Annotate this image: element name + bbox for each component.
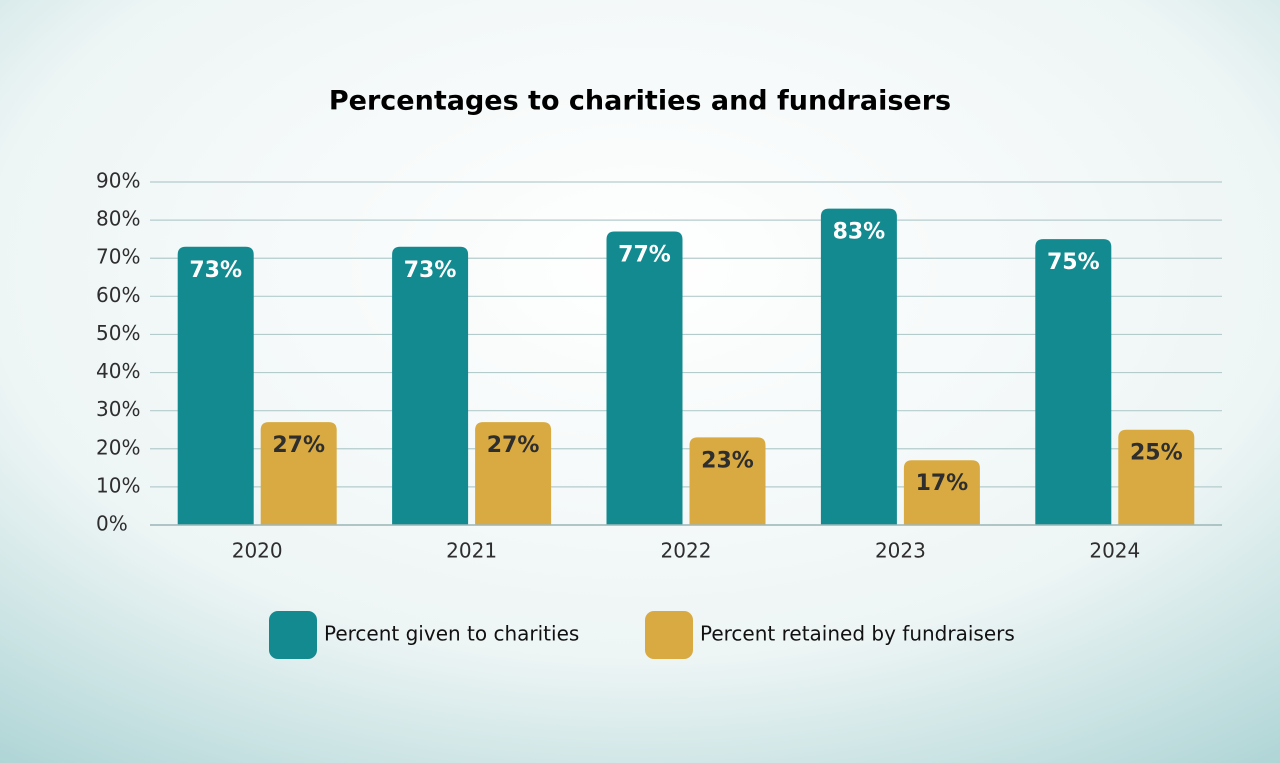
value-label: 27% xyxy=(272,433,325,458)
value-label: 73% xyxy=(189,258,242,283)
bar xyxy=(689,437,766,525)
bar xyxy=(392,246,469,526)
chart-title: Percentages to charities and fundraisers xyxy=(329,86,951,117)
value-label: 77% xyxy=(618,243,671,268)
y-tick-label: 20% xyxy=(96,435,140,459)
bar xyxy=(1118,429,1195,525)
x-tick-label: 2022 xyxy=(661,539,712,563)
legend-swatch xyxy=(645,611,693,659)
legend-label: Percent retained by fundraisers xyxy=(700,622,1015,646)
bar xyxy=(260,422,337,525)
y-tick-label: 0% xyxy=(96,512,128,536)
x-tick-label: 2020 xyxy=(232,539,283,563)
legend-label: Percent given to charities xyxy=(324,622,579,646)
y-tick-label: 60% xyxy=(96,283,140,307)
legend-swatch xyxy=(269,611,317,659)
y-tick-label: 10% xyxy=(96,473,140,497)
value-label: 23% xyxy=(701,448,754,473)
x-tick-label: 2024 xyxy=(1089,539,1140,563)
y-tick-label: 90% xyxy=(96,169,140,193)
bar xyxy=(475,422,552,525)
bar xyxy=(1035,239,1112,525)
bar xyxy=(820,208,897,525)
value-label: 73% xyxy=(404,258,457,283)
y-tick-label: 70% xyxy=(96,245,140,269)
y-tick-label: 80% xyxy=(96,207,140,231)
y-tick-label: 50% xyxy=(96,321,140,345)
y-tick-label: 40% xyxy=(96,359,140,383)
value-label: 17% xyxy=(916,471,969,496)
x-tick-label: 2023 xyxy=(875,539,926,563)
bar xyxy=(606,231,683,526)
bar xyxy=(903,460,980,525)
value-label: 83% xyxy=(833,220,886,245)
value-label: 75% xyxy=(1047,250,1100,275)
value-label: 27% xyxy=(487,433,540,458)
bar xyxy=(177,246,254,526)
y-tick-label: 30% xyxy=(96,397,140,421)
value-label: 25% xyxy=(1130,441,1183,466)
x-tick-label: 2021 xyxy=(446,539,497,563)
